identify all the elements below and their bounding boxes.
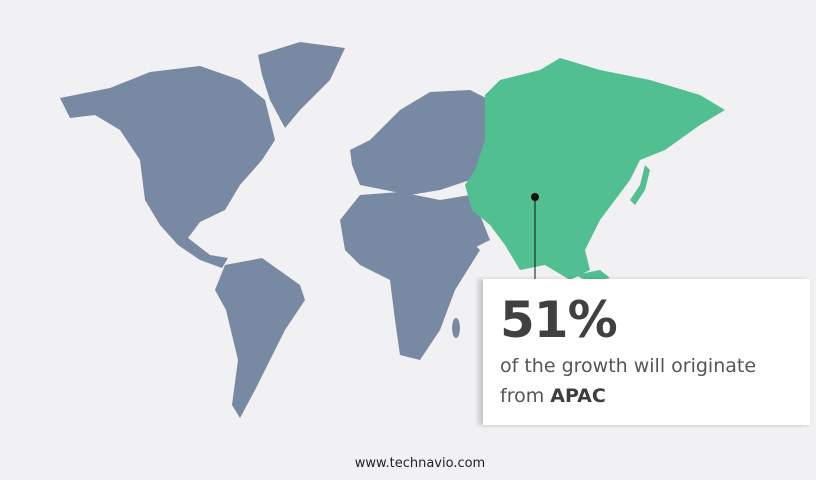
callout-region: APAC <box>550 385 606 407</box>
japan <box>630 165 650 205</box>
apac-region <box>465 58 725 280</box>
growth-percentage: 51% <box>500 291 618 349</box>
madagascar <box>452 318 460 338</box>
europe <box>350 90 490 195</box>
callout-prefix: from <box>500 385 545 407</box>
north-america <box>60 66 275 268</box>
middle-east <box>440 195 490 250</box>
callout-line1: of the growth will originate <box>500 355 757 377</box>
greenland <box>258 42 345 128</box>
callout-card: 51% of the growth will originate from AP… <box>483 279 810 425</box>
footer-url: www.technavio.com <box>354 456 486 471</box>
south-america <box>215 258 305 418</box>
callout-line2: from APAC <box>500 385 606 407</box>
africa <box>340 192 480 360</box>
